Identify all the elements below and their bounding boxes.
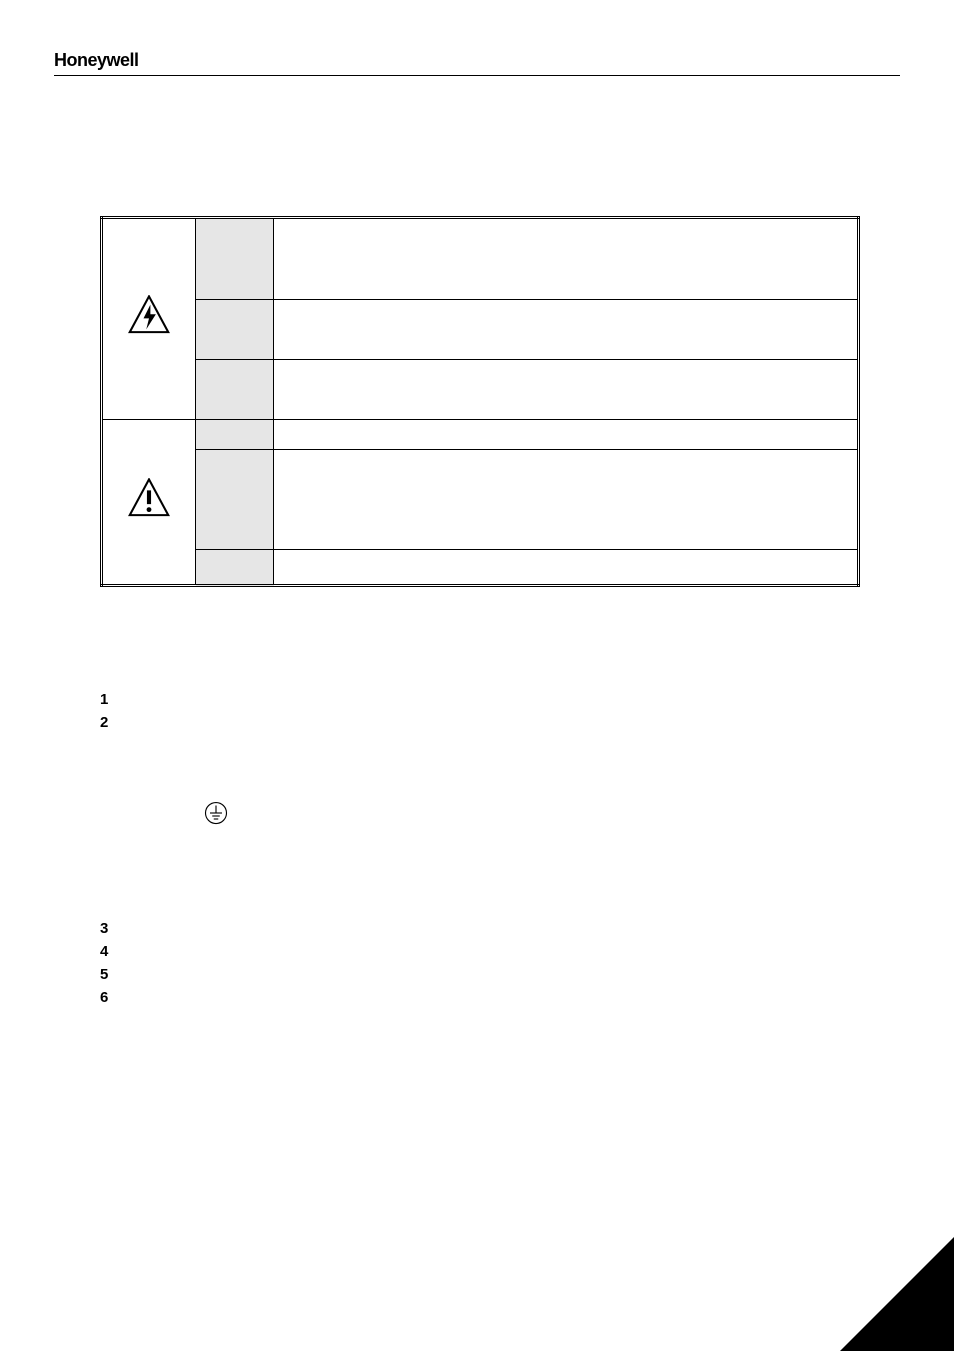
list-item: 5 [100,966,900,983]
list-number: 3 [100,920,124,937]
header-rule [54,75,900,76]
table-row [102,450,859,550]
list-item: 6 [100,989,900,1006]
ordered-list-1: 1 2 [100,691,900,731]
list-number: 4 [100,943,124,960]
table-desc-cell [274,420,859,450]
list-item: 4 [100,943,900,960]
table-desc-cell [274,450,859,550]
table-label-cell [196,550,274,586]
table-desc-cell [274,550,859,586]
list-number: 2 [100,714,124,731]
page-body: Honeywell [54,50,900,1012]
lightning-bolt-icon [127,326,171,343]
table-row [102,550,859,586]
caution-icon-cell [102,420,196,586]
table-desc-cell [274,300,859,360]
table-label-cell [196,300,274,360]
brand-logo: Honeywell [54,50,900,71]
table-row [102,360,859,420]
ground-icon [204,812,228,829]
exclamation-icon [127,509,171,526]
list-number: 1 [100,691,124,708]
electric-icon-cell [102,218,196,420]
list-item: 2 [100,714,900,731]
list-number: 5 [100,966,124,983]
table-label-cell [196,450,274,550]
warning-table-wrap [100,216,860,587]
ordered-list-2: 3 4 5 6 [100,920,900,1006]
table-label-cell [196,360,274,420]
table-row [102,420,859,450]
warning-table [100,216,860,587]
table-label-cell [196,420,274,450]
table-row [102,300,859,360]
table-desc-cell [274,218,859,300]
list-item: 1 [100,691,900,708]
ground-icon-row [204,801,228,830]
table-desc-cell [274,360,859,420]
page-corner-triangle [840,1237,954,1351]
list-item: 3 [100,920,900,937]
table-row [102,218,859,300]
table-label-cell [196,218,274,300]
list-number: 6 [100,989,124,1006]
